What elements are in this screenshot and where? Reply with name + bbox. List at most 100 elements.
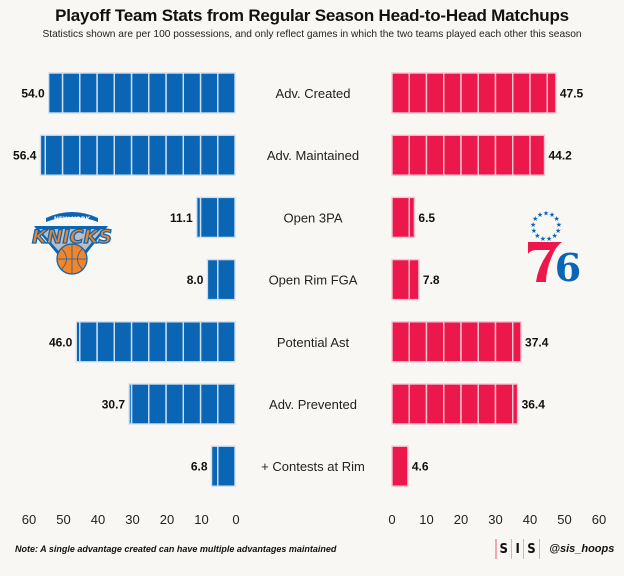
chart-subtitle: Statistics shown are per 100 possessions… (42, 29, 582, 40)
category-label: + Contests at Rim (261, 459, 365, 474)
bar-segment (182, 383, 202, 425)
sixers-bar (391, 134, 546, 176)
bar-segment (391, 445, 409, 487)
data-label: 36.4 (522, 398, 546, 412)
bar-segment (61, 134, 81, 176)
knicks-bar (210, 445, 236, 487)
bar-segment (130, 383, 150, 425)
bar-segment (494, 72, 514, 114)
bar-segment (199, 72, 219, 114)
data-label: 54.0 (21, 87, 45, 101)
bar-segment (44, 134, 64, 176)
star-icon: ★ (546, 235, 552, 243)
svg-text:KNICKS: KNICKS (32, 226, 112, 248)
data-label: 47.5 (560, 87, 584, 101)
chart-row: Potential Ast 46.0 37.4 (49, 321, 549, 363)
bar-segment (460, 134, 479, 176)
bar-segment (512, 134, 531, 176)
x-tick-label: 60 (22, 512, 36, 527)
bar-segment (182, 321, 202, 363)
stars-circle: ★ ★★★★★★★★★★★★ (530, 210, 562, 244)
sis-letter: I (515, 541, 520, 557)
bar-segment (165, 321, 184, 363)
bar-segment (477, 134, 497, 176)
bar-segment (182, 134, 202, 176)
bar-segment (391, 196, 410, 239)
sixers-bar (391, 321, 522, 363)
bar-segment (512, 321, 522, 363)
data-label: 37.4 (525, 335, 549, 349)
bar-segment (408, 72, 428, 114)
category-label: Adv. Created (276, 86, 351, 101)
bar-segment (165, 134, 184, 176)
data-label: 46.0 (49, 335, 73, 349)
bar-segment (217, 321, 236, 363)
bar-segment (408, 134, 428, 176)
bar-segment (494, 321, 514, 363)
bar-segment (391, 258, 410, 301)
data-label: 6.8 (191, 460, 208, 474)
bar-segment (199, 383, 219, 425)
x-tick-label: 30 (125, 512, 139, 527)
bar-segment (512, 383, 519, 425)
star-icon: ★ (555, 227, 561, 235)
bar-segment (217, 445, 236, 487)
bar-segment (148, 321, 167, 363)
bar-segment (61, 72, 81, 114)
star-icon: ★ (531, 227, 537, 235)
category-label: Adv. Prevented (269, 397, 357, 412)
bar-segment (425, 383, 445, 425)
bar-segment (477, 72, 497, 114)
chart-title: Playoff Team Stats from Regular Season H… (55, 6, 569, 25)
x-tick-label: 50 (557, 512, 571, 527)
data-label: 4.6 (412, 460, 429, 474)
bar-segment (113, 321, 133, 363)
bar-segment (196, 196, 202, 239)
bar-segment (199, 321, 219, 363)
data-label: 56.4 (13, 149, 37, 163)
star-icon: ★ (540, 235, 546, 243)
data-label: 8.0 (187, 273, 204, 287)
sis-logo: S I S (495, 538, 541, 560)
svg-text:NEW YORK: NEW YORK (54, 216, 91, 223)
bar-segment (425, 72, 445, 114)
x-tick-label: 30 (488, 512, 502, 527)
bar-segment (39, 134, 46, 176)
category-label: Open 3PA (283, 210, 342, 225)
bar-segment (217, 134, 236, 176)
data-label: 30.7 (102, 398, 126, 412)
bar-segment (391, 134, 410, 176)
star-icon: ★ (537, 211, 543, 219)
bar-segment (79, 134, 98, 176)
x-tick-label: 10 (194, 512, 208, 527)
category-label: Potential Ast (277, 335, 350, 350)
star-icon: ★ (556, 221, 562, 229)
star-icon: ★ (554, 215, 560, 223)
bar-segment (75, 321, 81, 363)
bar-segment (165, 72, 184, 114)
bar-segment (96, 72, 115, 114)
knicks-logo: NEW YORK KNICKS (31, 212, 113, 275)
bar-segment (408, 196, 416, 239)
bar-segment (477, 321, 497, 363)
sis-letter: S (527, 541, 536, 557)
bar-segment (128, 383, 133, 425)
star-icon: ★ (530, 221, 536, 229)
bar-segment (79, 321, 98, 363)
data-label: 7.8 (423, 273, 440, 287)
knicks-bar (48, 72, 236, 114)
bar-segment (182, 72, 202, 114)
bar-segment (391, 321, 410, 363)
bar-segment (96, 321, 115, 363)
bar-segment (546, 72, 557, 114)
data-label: 44.2 (548, 149, 572, 163)
bar-segment (408, 321, 428, 363)
knicks-bar (206, 258, 236, 301)
x-tick-label: 40 (91, 512, 105, 527)
bar-segment (460, 383, 479, 425)
left-axis-ticks: 60 50 40 30 20 10 0 (22, 512, 240, 527)
sis-letter: S (499, 541, 508, 557)
star-icon: ★ (534, 232, 540, 240)
chart-row: Open Rim FGA 8.0 7.8 (187, 258, 440, 301)
sixers-bar (391, 383, 519, 425)
